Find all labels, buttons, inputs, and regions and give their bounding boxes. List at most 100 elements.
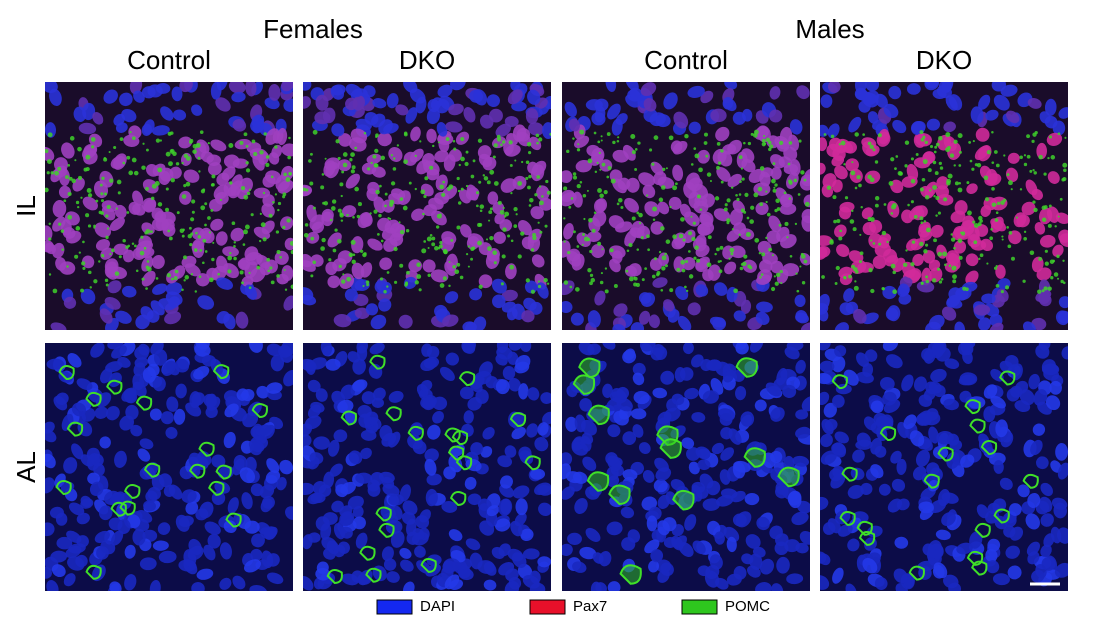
- pomc-speckle: [192, 143, 198, 149]
- nucleus: [45, 522, 55, 537]
- nucleus: [241, 492, 253, 510]
- nucleus: [504, 445, 517, 458]
- pomc-speckle: [528, 151, 532, 155]
- pomc-speckle: [233, 245, 236, 248]
- nucleus: [630, 322, 645, 330]
- pomc-speckle: [274, 145, 278, 149]
- pomc-speckle: [483, 176, 489, 181]
- pomc-speckle: [312, 206, 316, 210]
- nucleus: [146, 163, 160, 177]
- column-label: Control: [644, 45, 728, 75]
- pomc-speckle: [127, 244, 131, 248]
- pomc-speckle: [976, 163, 982, 168]
- pomc-speckle: [726, 218, 731, 223]
- nucleus: [607, 424, 621, 438]
- nucleus: [378, 298, 392, 312]
- pomc-speckle: [435, 225, 440, 229]
- nucleus: [865, 82, 880, 92]
- pomc-speckle: [838, 143, 842, 146]
- pomc-speckle: [665, 167, 668, 170]
- pomc-speckle: [788, 180, 793, 185]
- pomc-speckle: [579, 129, 585, 135]
- nucleus: [103, 89, 118, 104]
- pomc-speckle: [1026, 134, 1031, 139]
- nucleus: [487, 191, 499, 205]
- pomc-speckle: [477, 138, 483, 143]
- nucleus: [303, 253, 313, 268]
- nucleus: [197, 295, 215, 310]
- pomc-speckle: [587, 268, 592, 273]
- pomc-speckle: [694, 153, 700, 159]
- nucleus: [759, 558, 775, 575]
- nucleus: [151, 207, 164, 221]
- nucleus: [211, 454, 226, 468]
- nucleus: [576, 232, 591, 247]
- nucleus: [565, 471, 582, 484]
- nucleus: [411, 208, 425, 221]
- pomc-speckle: [640, 236, 644, 240]
- nucleus: [486, 505, 500, 517]
- pomc-speckle: [983, 175, 989, 181]
- pomc-speckle: [652, 218, 656, 221]
- nucleus: [436, 122, 448, 137]
- nucleus: [878, 483, 891, 496]
- nucleus: [853, 308, 867, 324]
- legend-swatch: [376, 599, 413, 615]
- nucleus: [371, 397, 385, 409]
- nucleus: [304, 415, 322, 430]
- nucleus: [727, 139, 742, 155]
- pomc-cell: [251, 403, 268, 419]
- nucleus: [414, 545, 426, 558]
- pomc-speckle: [849, 219, 855, 224]
- pomc-cell: [839, 510, 856, 526]
- nucleus: [687, 302, 701, 316]
- nucleus: [107, 280, 122, 294]
- nucleus: [919, 230, 933, 241]
- pomc-speckle: [953, 246, 956, 250]
- pomc-cell: [509, 412, 527, 428]
- nucleus: [498, 543, 511, 557]
- pomc-speckle: [192, 149, 197, 154]
- pomc-speckle: [705, 154, 709, 158]
- nucleus: [373, 196, 386, 214]
- pomc-speckle: [488, 219, 491, 222]
- pomc-speckle: [563, 186, 568, 191]
- nucleus: [638, 172, 656, 187]
- nucleus: [426, 128, 437, 144]
- pomc-speckle: [207, 142, 210, 145]
- pomc-speckle: [888, 181, 894, 186]
- pomc-speckle: [882, 287, 885, 291]
- pomc-speckle: [546, 282, 550, 285]
- nucleus: [642, 184, 656, 199]
- column-label: DKO: [916, 45, 972, 75]
- nucleus: [571, 253, 585, 271]
- nucleus: [776, 268, 789, 284]
- pomc-speckle: [342, 152, 348, 157]
- pomc-speckle: [957, 238, 963, 244]
- nucleus: [309, 214, 325, 231]
- pomc-speckle: [321, 237, 326, 243]
- nucleus: [283, 295, 293, 311]
- pomc-speckle: [341, 170, 345, 174]
- pomc-speckle: [197, 156, 201, 160]
- pomc-speckle: [348, 252, 354, 258]
- pomc-speckle: [309, 152, 313, 156]
- nucleus: [233, 512, 245, 526]
- nucleus: [827, 123, 840, 139]
- pomc-speckle: [276, 274, 280, 278]
- nucleus: [562, 452, 573, 466]
- nucleus: [587, 310, 601, 328]
- pomc-speckle: [352, 253, 356, 257]
- pomc-speckle: [541, 195, 544, 198]
- nucleus: [834, 322, 849, 330]
- pomc-speckle: [730, 186, 734, 189]
- nucleus: [649, 257, 663, 271]
- nucleus: [196, 139, 210, 154]
- pomc-speckle: [719, 245, 724, 250]
- pomc-speckle: [168, 236, 173, 241]
- pomc-speckle: [145, 229, 151, 234]
- pomc-speckle: [482, 174, 486, 177]
- nucleus: [960, 343, 974, 356]
- nucleus: [644, 201, 660, 217]
- pomc-speckle: [660, 185, 666, 190]
